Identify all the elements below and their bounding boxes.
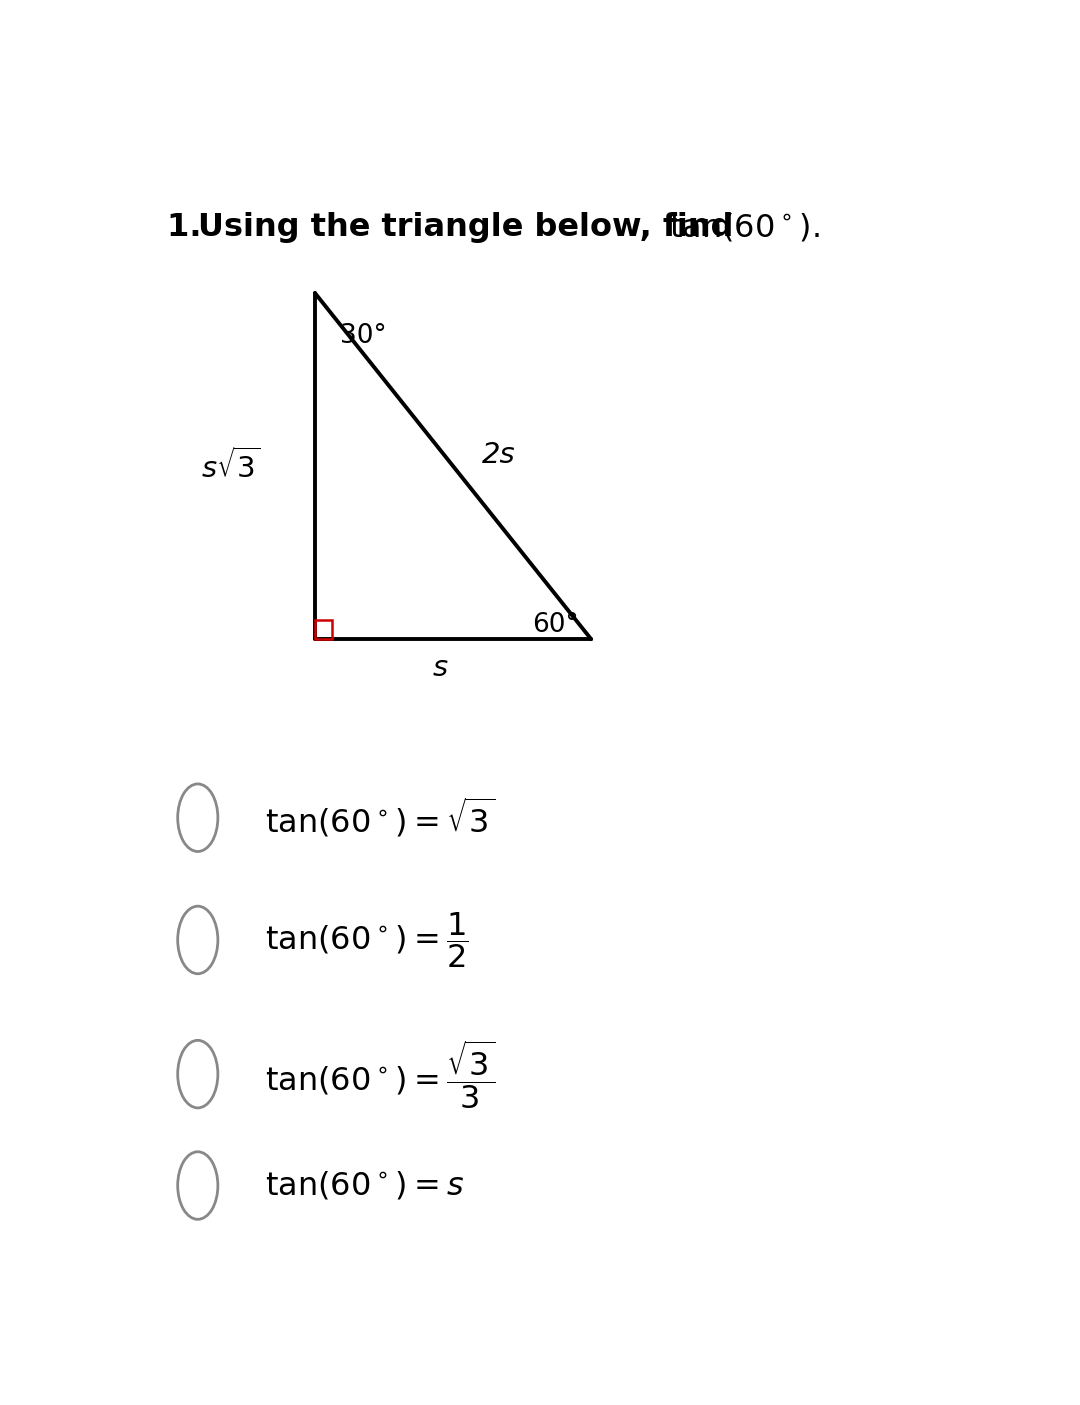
Text: $\tan(60^\circ) = \dfrac{1}{2}$: $\tan(60^\circ) = \dfrac{1}{2}$ <box>265 910 469 969</box>
Text: $\tan(60^\circ) = s$: $\tan(60^\circ) = s$ <box>265 1169 464 1201</box>
Text: 1.: 1. <box>166 212 213 243</box>
Text: 60°: 60° <box>532 613 579 638</box>
Text: Using the triangle below, find: Using the triangle below, find <box>198 212 744 243</box>
Text: $\tan(60^\circ) = \dfrac{\sqrt{3}}{3}$: $\tan(60^\circ) = \dfrac{\sqrt{3}}{3}$ <box>265 1038 495 1110</box>
Text: $s$: $s$ <box>432 655 449 683</box>
Text: $s\sqrt{3}$: $s\sqrt{3}$ <box>201 448 261 485</box>
Text: $\mathrm{tan}(60^\circ).$: $\mathrm{tan}(60^\circ).$ <box>669 212 820 244</box>
Text: 2s: 2s <box>483 441 516 469</box>
Bar <box>315 620 332 639</box>
Text: 30°: 30° <box>340 323 387 350</box>
Text: $\tan(60^\circ) = \sqrt{3}$: $\tan(60^\circ) = \sqrt{3}$ <box>265 795 495 840</box>
